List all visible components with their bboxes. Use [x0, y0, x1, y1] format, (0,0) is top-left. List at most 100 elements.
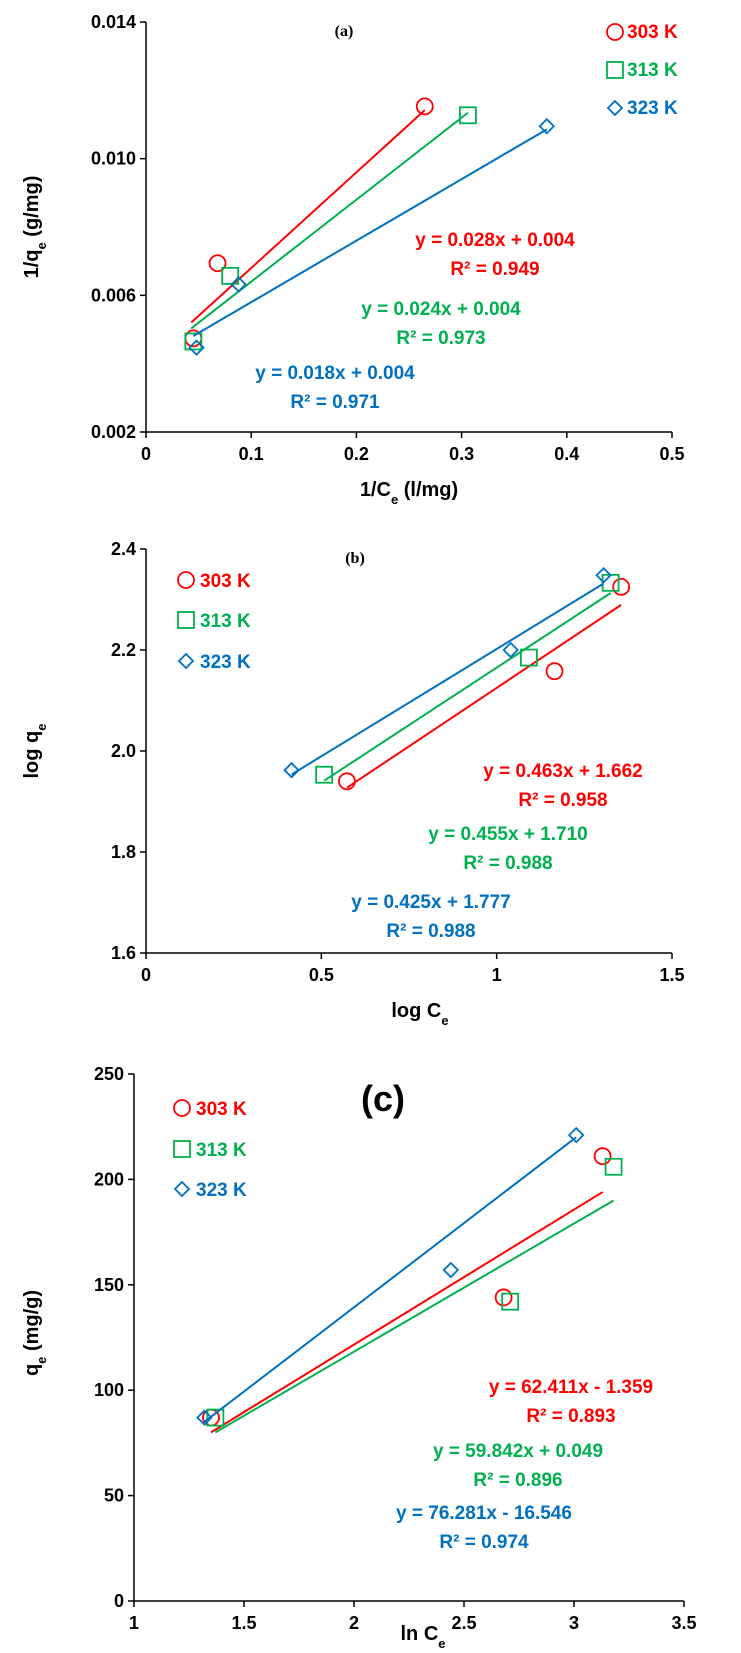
data-point-323k	[188, 339, 205, 356]
y-tick-label: 200	[94, 1169, 124, 1189]
x-tick-label: 3	[569, 1613, 579, 1633]
x-axis-title-main: ln C	[400, 1623, 438, 1645]
y-tick-label: 150	[94, 1275, 124, 1295]
legend-marker-303k	[606, 23, 624, 41]
equation-label: y = 0.425x + 1.777	[351, 892, 511, 913]
x-axis-title: 1/Ce (l/mg)	[360, 479, 458, 507]
data-point-323k	[502, 641, 519, 659]
y-tick-label: 1.6	[111, 943, 136, 963]
legend-marker-313k	[606, 61, 624, 79]
r-squared-label: R² = 0.974	[439, 1532, 529, 1553]
x-tick-label: 0.2	[344, 444, 369, 464]
x-axis-title-unit: (l/mg)	[398, 479, 458, 501]
legend-marker-323k	[177, 652, 195, 670]
data-point-303k	[593, 1147, 612, 1166]
equation-label: y = 0.455x + 1.710	[428, 824, 588, 845]
data-point-323k	[442, 1261, 460, 1279]
x-tick-label: 0.1	[239, 444, 264, 464]
x-tick-label: 0.3	[449, 444, 474, 464]
data-point-313k	[184, 332, 203, 351]
legend-marker-303k	[177, 571, 195, 589]
legend-marker-323k	[606, 99, 624, 117]
data-point-303k	[338, 772, 356, 791]
fit-line-303k	[210, 1191, 604, 1434]
x-tick-label: 3.5	[671, 1613, 696, 1633]
fit-line-313k	[190, 111, 469, 330]
data-point-313k	[501, 1292, 520, 1311]
y-tick-label: 250	[94, 1064, 124, 1084]
y-tick-label: 0.006	[91, 285, 136, 305]
panel-label: (b)	[345, 550, 365, 567]
y-tick-label: 100	[94, 1380, 124, 1400]
x-tick-label: 0	[141, 444, 151, 464]
legend-marker-323k	[173, 1180, 191, 1198]
y-axis-title: log qe	[21, 724, 49, 779]
y-axis-title-unit: (mg/g)	[21, 1290, 43, 1357]
y-tick-label: 0.002	[91, 422, 136, 442]
x-tick-label: 0.5	[309, 965, 334, 985]
equation-label: y = 62.411x - 1.359	[489, 1377, 653, 1398]
legend-label: 313 K	[196, 1140, 247, 1161]
x-axis-title-sub: e	[438, 1636, 445, 1651]
y-tick-label: 2.2	[111, 640, 136, 660]
data-point-323k	[230, 276, 247, 293]
r-squared-label: R² = 0.893	[526, 1406, 615, 1427]
legend-marker-313k	[177, 611, 195, 629]
fit-line-303k	[346, 604, 622, 789]
y-axis-title-main: q	[21, 1364, 43, 1376]
data-point-313k	[221, 266, 240, 285]
data-point-323k	[538, 117, 556, 135]
y-tick-label: 0.010	[91, 149, 136, 169]
equation-label: y = 76.281x - 16.546	[396, 1503, 572, 1524]
y-tick-label: 0.014	[91, 12, 136, 32]
legend-marker-313k	[173, 1140, 191, 1158]
legend-label: 303 K	[200, 571, 251, 592]
equation-label: y = 0.028x + 0.004	[415, 230, 575, 251]
equation-label: y = 0.018x + 0.004	[255, 363, 415, 384]
data-point-313k	[206, 1408, 225, 1427]
data-point-323k	[196, 1409, 213, 1426]
fit-line-323k	[203, 1136, 577, 1423]
y-axis-title: qe (mg/g)	[21, 1290, 49, 1376]
fit-line-323k	[291, 582, 605, 776]
fit-line-303k	[190, 109, 426, 324]
equation-label: y = 0.463x + 1.662	[483, 761, 643, 782]
x-axis-title-main: 1/C	[360, 479, 391, 501]
x-axis-title-sub: e	[391, 492, 398, 507]
y-axis-title-sub: e	[34, 242, 49, 249]
fit-line-323k	[192, 128, 548, 337]
data-point-323k	[283, 761, 300, 779]
x-tick-label: 1	[492, 965, 502, 985]
panel-label: (a)	[335, 23, 354, 40]
data-point-303k	[494, 1288, 513, 1307]
legend-label: 313 K	[627, 60, 678, 81]
x-tick-label: 0.4	[554, 444, 579, 464]
x-tick-label: 2.5	[451, 1613, 476, 1633]
r-squared-label: R² = 0.896	[473, 1470, 562, 1491]
equation-label: y = 0.024x + 0.004	[361, 299, 521, 320]
x-tick-label: 1.5	[659, 965, 684, 985]
data-point-313k	[315, 765, 334, 784]
x-tick-label: 0	[141, 965, 151, 985]
legend-marker-303k	[173, 1099, 191, 1117]
data-point-323k	[567, 1126, 585, 1144]
x-axis-title-sub: e	[441, 1013, 448, 1028]
y-axis-title-sub: e	[34, 724, 49, 731]
r-squared-label: R² = 0.988	[386, 921, 475, 942]
y-tick-label: 1.8	[111, 842, 136, 862]
x-axis-title-main: log C	[391, 1000, 441, 1022]
data-point-313k	[520, 648, 538, 667]
y-axis-title-main: log q	[21, 731, 43, 779]
data-point-313k	[459, 106, 477, 125]
panel-label: (c)	[361, 1078, 405, 1119]
y-axis-title-sub: e	[34, 1357, 49, 1364]
r-squared-label: R² = 0.988	[463, 853, 552, 874]
r-squared-label: R² = 0.973	[396, 328, 485, 349]
y-axis-title: 1/qe (g/mg)	[21, 176, 49, 279]
equation-label: y = 59.842x + 0.049	[433, 1441, 603, 1462]
legend-label: 323 K	[200, 652, 251, 673]
